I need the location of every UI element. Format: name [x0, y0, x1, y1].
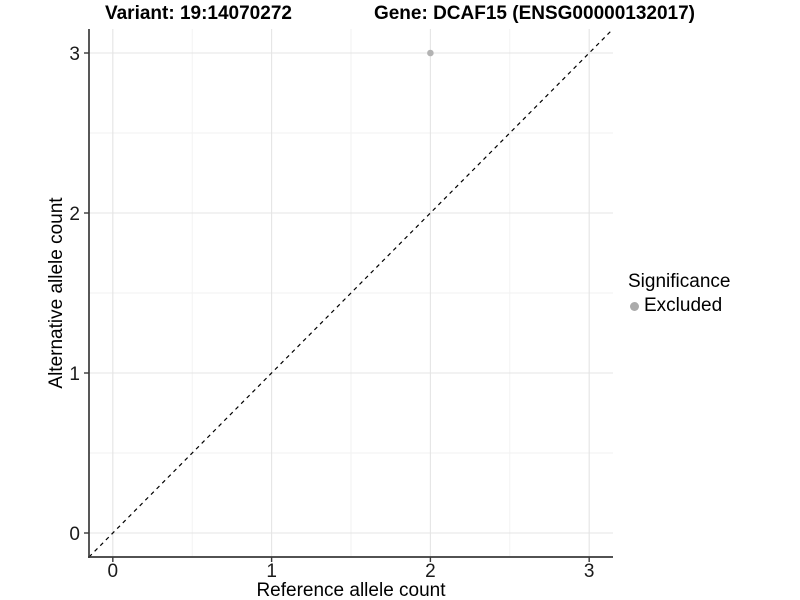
x-tick-label: 2: [425, 561, 436, 582]
data-point: [427, 49, 434, 57]
x-tick-label: 0: [108, 561, 119, 582]
x-axis-title: Reference allele count: [256, 580, 446, 600]
gene-title: Gene: DCAF15 (ENSG00000132017): [373, 3, 695, 24]
x-tick-label: 1: [266, 561, 277, 582]
y-axis-title: Alternative allele count: [46, 197, 67, 389]
variant-title: Variant: 19:14070272: [104, 3, 292, 24]
legend-item-label: Excluded: [644, 295, 723, 316]
x-tick-label: 3: [584, 561, 595, 582]
excluded-point-icon: [630, 302, 639, 311]
identity-dashed-line: [88, 28, 614, 558]
plot-title: Variant: 19:14070272 Gene: DCAF15 (ENSG0…: [0, 3, 800, 25]
legend: Significance Excluded: [628, 271, 730, 317]
y-tick-label: 2: [69, 204, 80, 225]
legend-item-excluded: Excluded: [628, 295, 730, 317]
y-tick-label: 0: [69, 524, 80, 545]
legend-title: Significance: [628, 271, 731, 292]
y-tick-label: 3: [69, 44, 80, 65]
y-tick-label: 1: [69, 364, 80, 385]
